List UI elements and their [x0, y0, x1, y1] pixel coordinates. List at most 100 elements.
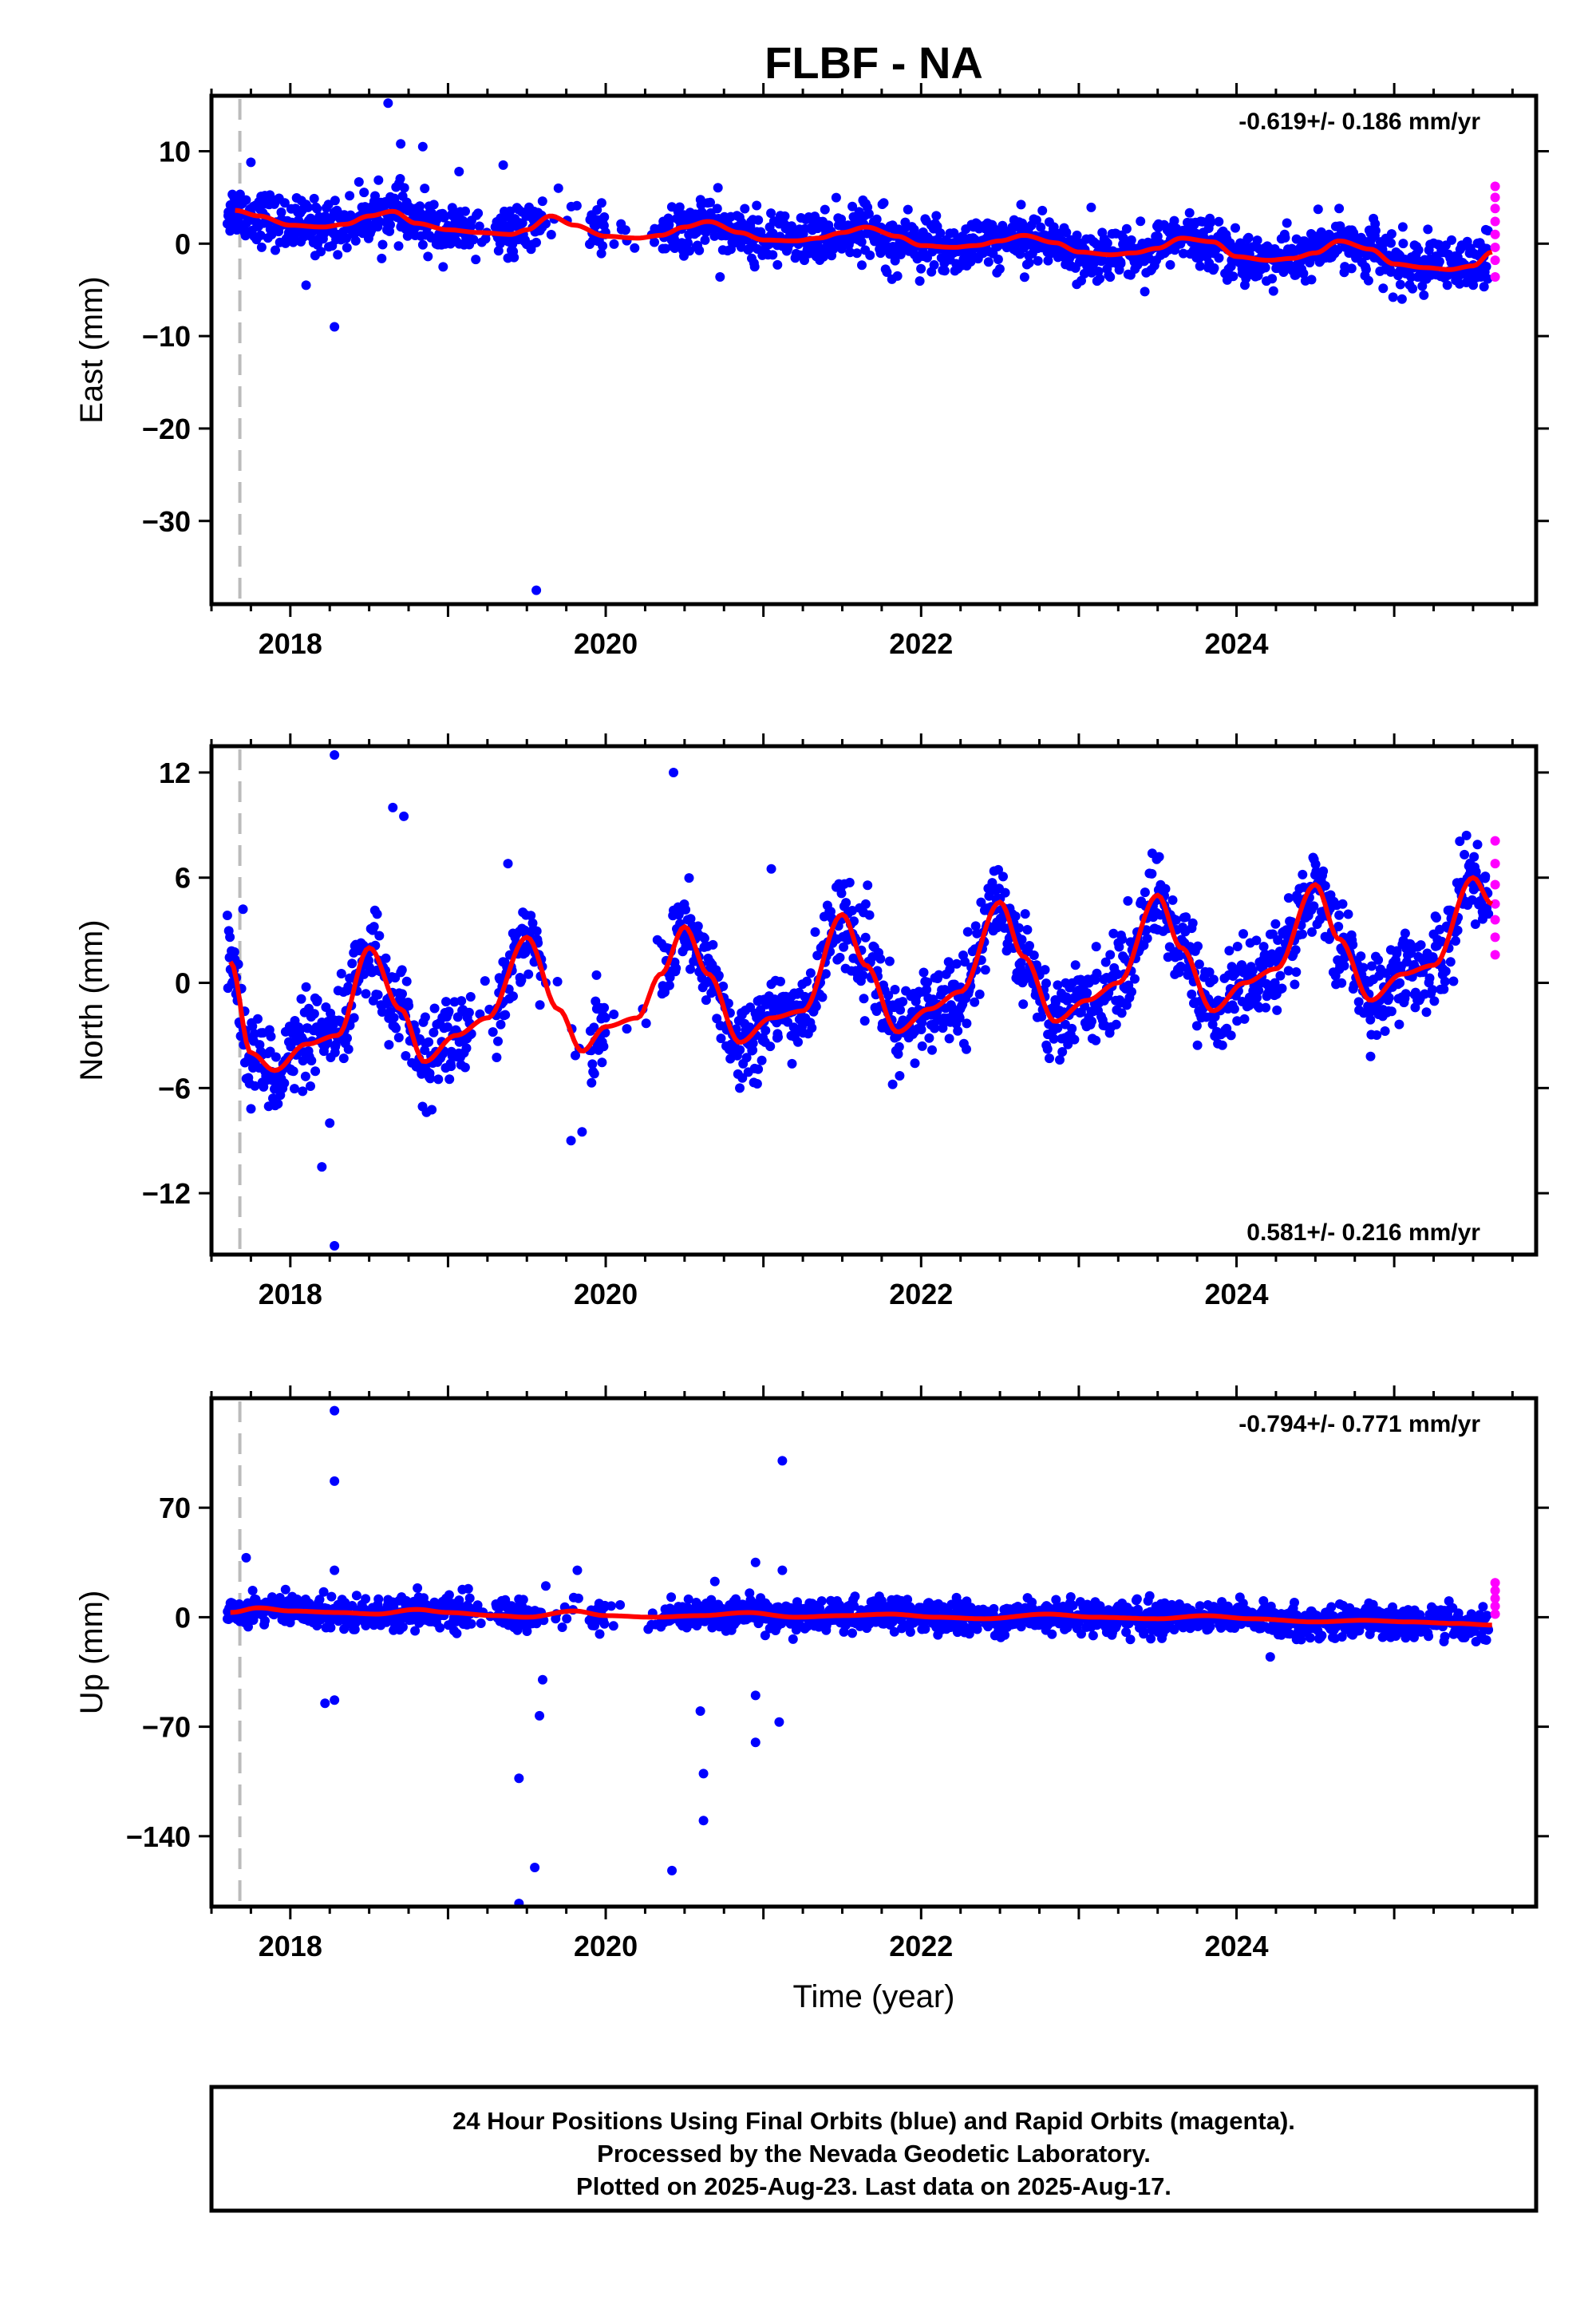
final-orbit-point [836, 243, 847, 254]
final-orbit-point [752, 200, 762, 211]
final-orbit-point [243, 1622, 253, 1632]
final-orbit-point [713, 183, 723, 193]
final-orbit-point [1448, 976, 1459, 986]
final-orbit-point [288, 1066, 298, 1077]
final-orbit-point [1053, 980, 1063, 990]
final-orbit-point [1396, 294, 1407, 304]
final-orbit-point [1298, 869, 1308, 879]
final-orbit-point [882, 267, 892, 277]
final-orbit-point [1022, 925, 1033, 935]
final-orbit-point [1000, 1630, 1010, 1640]
final-orbit-point [1366, 961, 1377, 971]
final-orbit-point [1363, 275, 1373, 286]
x-tick-label: 2024 [1204, 1278, 1268, 1310]
final-orbit-point [752, 1079, 762, 1089]
final-orbit-point [1385, 267, 1396, 277]
final-orbit-point [438, 262, 448, 272]
final-orbit-point [1480, 871, 1491, 882]
final-orbit-point [424, 1037, 434, 1047]
final-orbit-point [600, 1013, 610, 1023]
final-orbit-point [397, 1622, 408, 1632]
outlier-point [1365, 1051, 1376, 1061]
plot-frame [209, 744, 1539, 1257]
final-orbit-point [1469, 852, 1479, 862]
final-orbit-point [1440, 976, 1450, 986]
final-orbit-point [1018, 999, 1029, 1010]
final-orbit-point [246, 1104, 256, 1114]
final-orbit-point [444, 1590, 454, 1600]
final-orbit-point [1307, 927, 1317, 937]
final-orbit-point [255, 230, 266, 240]
final-orbit-point [972, 1624, 982, 1634]
final-orbit-point [1087, 1016, 1096, 1026]
final-orbit-point [953, 1026, 963, 1036]
final-orbit-point [768, 250, 778, 260]
x-tick-label: 2018 [259, 627, 322, 660]
outlier-point [301, 280, 311, 290]
final-orbit-point [1091, 1035, 1101, 1045]
final-orbit-point [712, 1014, 722, 1024]
final-orbit-point [1214, 216, 1224, 227]
final-orbit-point [397, 965, 407, 975]
final-orbit-point [280, 1584, 290, 1595]
final-orbit-point [630, 243, 640, 253]
x-tick-label: 2024 [1204, 627, 1268, 660]
rapid-orbit-point [1490, 879, 1500, 890]
final-orbit-point [1116, 259, 1126, 269]
final-orbit-point [811, 1002, 821, 1012]
rapid-orbit-point [1490, 272, 1500, 283]
final-orbit-point [753, 215, 764, 225]
final-orbit-point [707, 1622, 717, 1633]
final-orbit-point [1365, 1014, 1376, 1025]
final-orbit-point [1095, 274, 1105, 284]
final-orbit-point [731, 1594, 741, 1604]
final-orbit-point [1069, 1034, 1080, 1045]
outlier-point [577, 1127, 587, 1137]
final-orbit-point [464, 1007, 474, 1018]
final-orbit-point [1386, 229, 1396, 239]
final-orbit-point [1400, 928, 1410, 939]
final-orbit-point [247, 1586, 258, 1595]
final-orbit-point [1016, 1622, 1026, 1632]
final-orbit-point [1178, 248, 1188, 259]
final-orbit-point [393, 241, 404, 251]
final-orbit-point [1077, 1629, 1086, 1639]
final-orbit-point [359, 188, 369, 198]
final-orbit-point [1207, 1019, 1218, 1030]
final-orbit-point [463, 1583, 473, 1594]
final-orbit-point [849, 916, 859, 927]
final-orbit-point [863, 209, 874, 219]
final-orbit-point [894, 1041, 904, 1052]
final-orbit-point [1378, 283, 1389, 294]
final-orbit-point [1204, 967, 1215, 978]
final-orbit-point [805, 968, 816, 978]
final-orbit-point [1020, 909, 1030, 919]
final-orbit-point [389, 1013, 399, 1023]
model-curve [228, 875, 1494, 1073]
final-orbit-point [1033, 255, 1043, 266]
final-orbit-point [1192, 1040, 1203, 1050]
final-orbit-point [1260, 949, 1270, 959]
final-orbit-point [723, 998, 733, 1009]
final-orbit-point [1037, 205, 1048, 215]
final-orbit-point [546, 230, 556, 239]
final-orbit-point [1320, 881, 1330, 891]
final-orbit-point [595, 1629, 605, 1639]
final-orbit-point [693, 921, 703, 931]
final-orbit-point [1036, 222, 1046, 232]
final-orbit-point [1232, 942, 1242, 951]
final-orbit-point [373, 1594, 384, 1604]
final-orbit-point [700, 235, 710, 245]
final-orbit-point [1275, 970, 1286, 981]
final-orbit-point [425, 1073, 436, 1084]
final-orbit-point [429, 1003, 440, 1014]
final-orbit-point [250, 1081, 260, 1091]
final-orbit-point [1171, 915, 1181, 925]
final-orbit-point [1356, 951, 1366, 962]
final-orbit-point [1258, 942, 1269, 952]
final-orbit-point [748, 1045, 758, 1055]
outlier-point [892, 271, 903, 281]
final-orbit-points [222, 98, 1500, 595]
final-orbit-point [1397, 222, 1408, 232]
final-orbit-point [864, 910, 875, 920]
